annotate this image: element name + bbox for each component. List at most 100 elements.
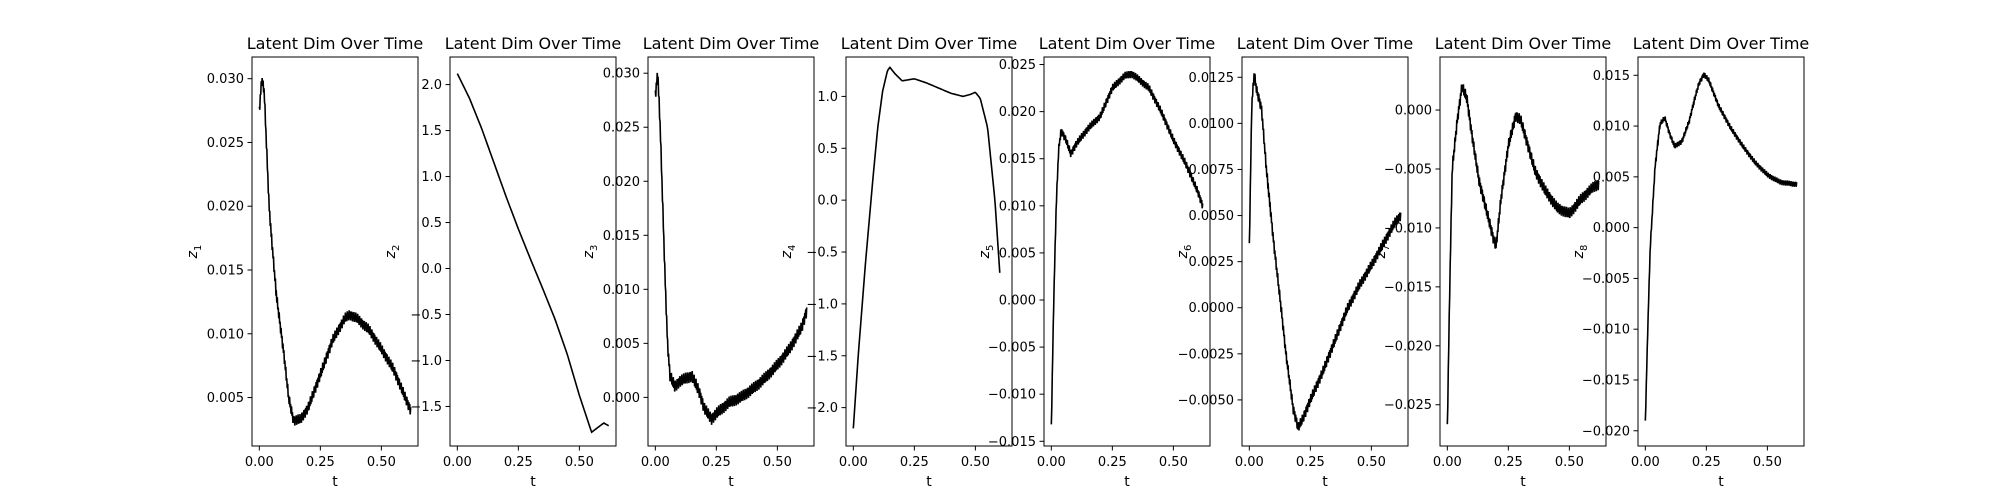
- axes-frame: [1637, 56, 1805, 447]
- x-tick-label: 0.25: [1494, 455, 1523, 470]
- x-tick-label: 0.25: [1098, 455, 1127, 470]
- x-tick-label: 0.50: [367, 455, 396, 470]
- y-tick-label: −0.0025: [1178, 347, 1234, 362]
- y-tick-label: 0.0100: [1189, 117, 1235, 132]
- x-axis-label: t: [926, 474, 932, 490]
- x-tick-label: 0.50: [1159, 455, 1188, 470]
- y-tick-label: −1.5: [806, 349, 838, 364]
- y-tick-label: 0.010: [207, 327, 244, 342]
- y-axis-label: z3: [581, 245, 600, 260]
- x-tick-label: 0.50: [1753, 455, 1782, 470]
- subplot-title: Latent Dim Over Time: [1435, 34, 1612, 53]
- y-axis-label-subscript: 2: [391, 245, 402, 251]
- y-axis-label-subscript: 3: [589, 245, 600, 251]
- axes-frame: [647, 56, 815, 447]
- y-axis-label-symbol: z: [581, 250, 597, 259]
- x-tick-label: 0.00: [641, 455, 670, 470]
- y-tick-label: 0.005: [207, 391, 244, 406]
- y-tick-label: −0.015: [988, 435, 1036, 450]
- axes-frame: [1241, 56, 1409, 447]
- subplot-title: Latent Dim Over Time: [445, 34, 622, 53]
- y-tick-label: −0.5: [410, 308, 442, 323]
- x-axis-label: t: [1520, 474, 1526, 490]
- y-axis-label-subscript: 7: [1381, 245, 1392, 251]
- y-axis-label: z5: [977, 245, 996, 260]
- y-tick-label: −0.010: [1582, 323, 1630, 338]
- x-axis-label: t: [1322, 474, 1328, 490]
- y-tick-label: −0.005: [988, 341, 1036, 356]
- subplot-6: 0.00 0.25 0.50 −0.0050 −0.0025 0.0000 0.0025 0.…: [1175, 34, 1413, 490]
- axes-frame: [1439, 56, 1607, 447]
- x-tick-label: 0.00: [1631, 455, 1660, 470]
- y-tick-label: −0.020: [1384, 339, 1432, 354]
- subplot-title: Latent Dim Over Time: [247, 34, 424, 53]
- y-tick-label: 0.030: [207, 72, 244, 87]
- y-tick-label: 0.015: [603, 229, 640, 244]
- x-tick-label: 0.50: [1555, 455, 1584, 470]
- series-line-6-1: [1248, 73, 1402, 431]
- y-tick-label: −0.005: [1582, 272, 1630, 287]
- y-tick-label: 0.015: [207, 263, 244, 278]
- y-tick-label: −0.010: [1384, 221, 1432, 236]
- axes-frame: [251, 56, 419, 447]
- y-tick-label: 0.0075: [1189, 163, 1235, 178]
- y-tick-label: 1.5: [421, 124, 442, 139]
- y-axis-label: z2: [383, 245, 402, 260]
- y-axis-label-subscript: 1: [193, 245, 204, 251]
- x-tick-label: 0.00: [245, 455, 274, 470]
- y-tick-label: −0.0050: [1178, 393, 1234, 408]
- subplot-8: 0.00 0.25 0.50 −0.020 −0.015 −0.010 −0.005 0.00…: [1571, 34, 1809, 490]
- y-tick-label: −1.5: [410, 400, 442, 415]
- y-tick-label: −0.015: [1582, 373, 1630, 388]
- y-tick-label: 0.020: [603, 175, 640, 190]
- y-tick-label: 0.025: [207, 136, 244, 151]
- subplot-title: Latent Dim Over Time: [841, 34, 1018, 53]
- y-tick-label: 0.000: [1395, 104, 1432, 119]
- y-tick-label: 0.015: [999, 152, 1036, 167]
- y-tick-label: −0.005: [1384, 162, 1432, 177]
- y-tick-label: 0.030: [603, 67, 640, 82]
- x-axis-label: t: [530, 474, 536, 490]
- y-axis-label-symbol: z: [185, 250, 201, 259]
- x-tick-label: 0.25: [504, 455, 533, 470]
- y-axis-label: z1: [185, 245, 204, 260]
- series-line-8-1: [1644, 72, 1798, 421]
- y-axis-label-subscript: 8: [1579, 245, 1590, 251]
- y-axis-label: z8: [1571, 245, 1590, 260]
- x-tick-label: 0.25: [306, 455, 335, 470]
- y-axis-label-subscript: 4: [787, 245, 798, 251]
- y-axis-label-symbol: z: [1373, 250, 1389, 259]
- y-tick-label: 0.0: [817, 194, 838, 209]
- x-tick-label: 0.25: [1296, 455, 1325, 470]
- y-tick-label: −1.0: [806, 297, 838, 312]
- y-axis-label-symbol: z: [383, 250, 399, 259]
- x-axis-label: t: [1718, 474, 1724, 490]
- y-axis-label: z7: [1373, 245, 1392, 260]
- y-tick-label: 2.0: [421, 78, 442, 93]
- x-tick-label: 0.50: [763, 455, 792, 470]
- subplot-7: 0.00 0.25 0.50 −0.025 −0.020 −0.015 −0.010 −0.0…: [1373, 34, 1611, 490]
- x-tick-label: 0.00: [1235, 455, 1264, 470]
- subplot-3: 0.00 0.25 0.50 0.000 0.005 0.010 0.015 0.020 0.0…: [581, 34, 819, 490]
- y-tick-label: 0.0050: [1189, 209, 1235, 224]
- x-tick-label: 0.00: [1433, 455, 1462, 470]
- x-tick-label: 0.50: [565, 455, 594, 470]
- series-line-5-1: [1050, 71, 1204, 425]
- y-axis-label-symbol: z: [779, 250, 795, 259]
- y-tick-label: −0.020: [1582, 424, 1630, 439]
- axes-frame: [845, 56, 1013, 447]
- x-tick-label: 0.25: [900, 455, 929, 470]
- y-tick-label: −2.0: [806, 401, 838, 416]
- series-line-7-1: [1446, 84, 1600, 425]
- y-axis-label-symbol: z: [1175, 250, 1191, 259]
- x-axis-label: t: [728, 474, 734, 490]
- subplot-title: Latent Dim Over Time: [1633, 34, 1810, 53]
- y-tick-label: 0.0025: [1189, 255, 1235, 270]
- y-tick-label: −0.025: [1384, 398, 1432, 413]
- axes-frame: [449, 56, 617, 447]
- y-axis-label-symbol: z: [977, 250, 993, 259]
- subplot-2: 0.00 0.25 0.50 −1.5 −1.0 −0.5 0.0 0.5 1.0 1.5 2.0 L…: [383, 34, 621, 490]
- y-tick-label: 0.020: [999, 105, 1036, 120]
- subplot-4: 0.00 0.25 0.50 −2.0 −1.5 −1.0 −0.5 0.0 0.5 1.0 Lat…: [779, 34, 1017, 490]
